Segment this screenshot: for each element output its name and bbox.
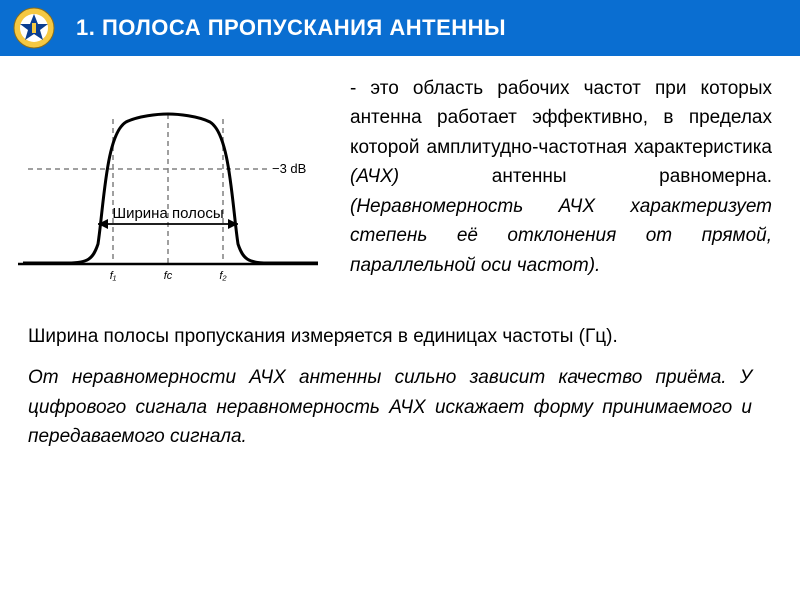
definition-mid: антенны равномерна. [399, 166, 772, 187]
slide-header: 1. ПОЛОСА ПРОПУСКАНИЯ АНТЕННЫ [0, 0, 800, 56]
slide-title: 1. ПОЛОСА ПРОПУСКАНИЯ АНТЕННЫ [76, 15, 506, 41]
definition-lead: - это область рабочих частот при которых… [350, 78, 772, 158]
paragraph-1: Ширина полосы пропускания измеряется в е… [8, 322, 772, 351]
f2-label: f₂ [219, 270, 227, 282]
emblem-logo [12, 6, 56, 50]
top-row: −3 dB Ширина полосы f₁ fc f₂ - это облас… [8, 74, 772, 304]
slide-content: −3 dB Ширина полосы f₁ fc f₂ - это облас… [0, 56, 800, 452]
minus3db-label: −3 dB [272, 161, 306, 176]
bandwidth-label: Ширина полосы [112, 205, 223, 222]
definition-text: - это область рабочих частот при которых… [350, 74, 772, 304]
f1-label: f₁ [110, 270, 117, 282]
definition-note: (Неравномерность АЧХ характеризует степе… [350, 196, 772, 276]
paragraph-2: От неравномерности АЧХ антенны сильно за… [8, 363, 772, 451]
fc-label: fc [164, 270, 173, 282]
bandwidth-diagram: −3 dB Ширина полосы f₁ fc f₂ [8, 74, 338, 304]
definition-acronym: (АЧХ) [350, 166, 399, 187]
